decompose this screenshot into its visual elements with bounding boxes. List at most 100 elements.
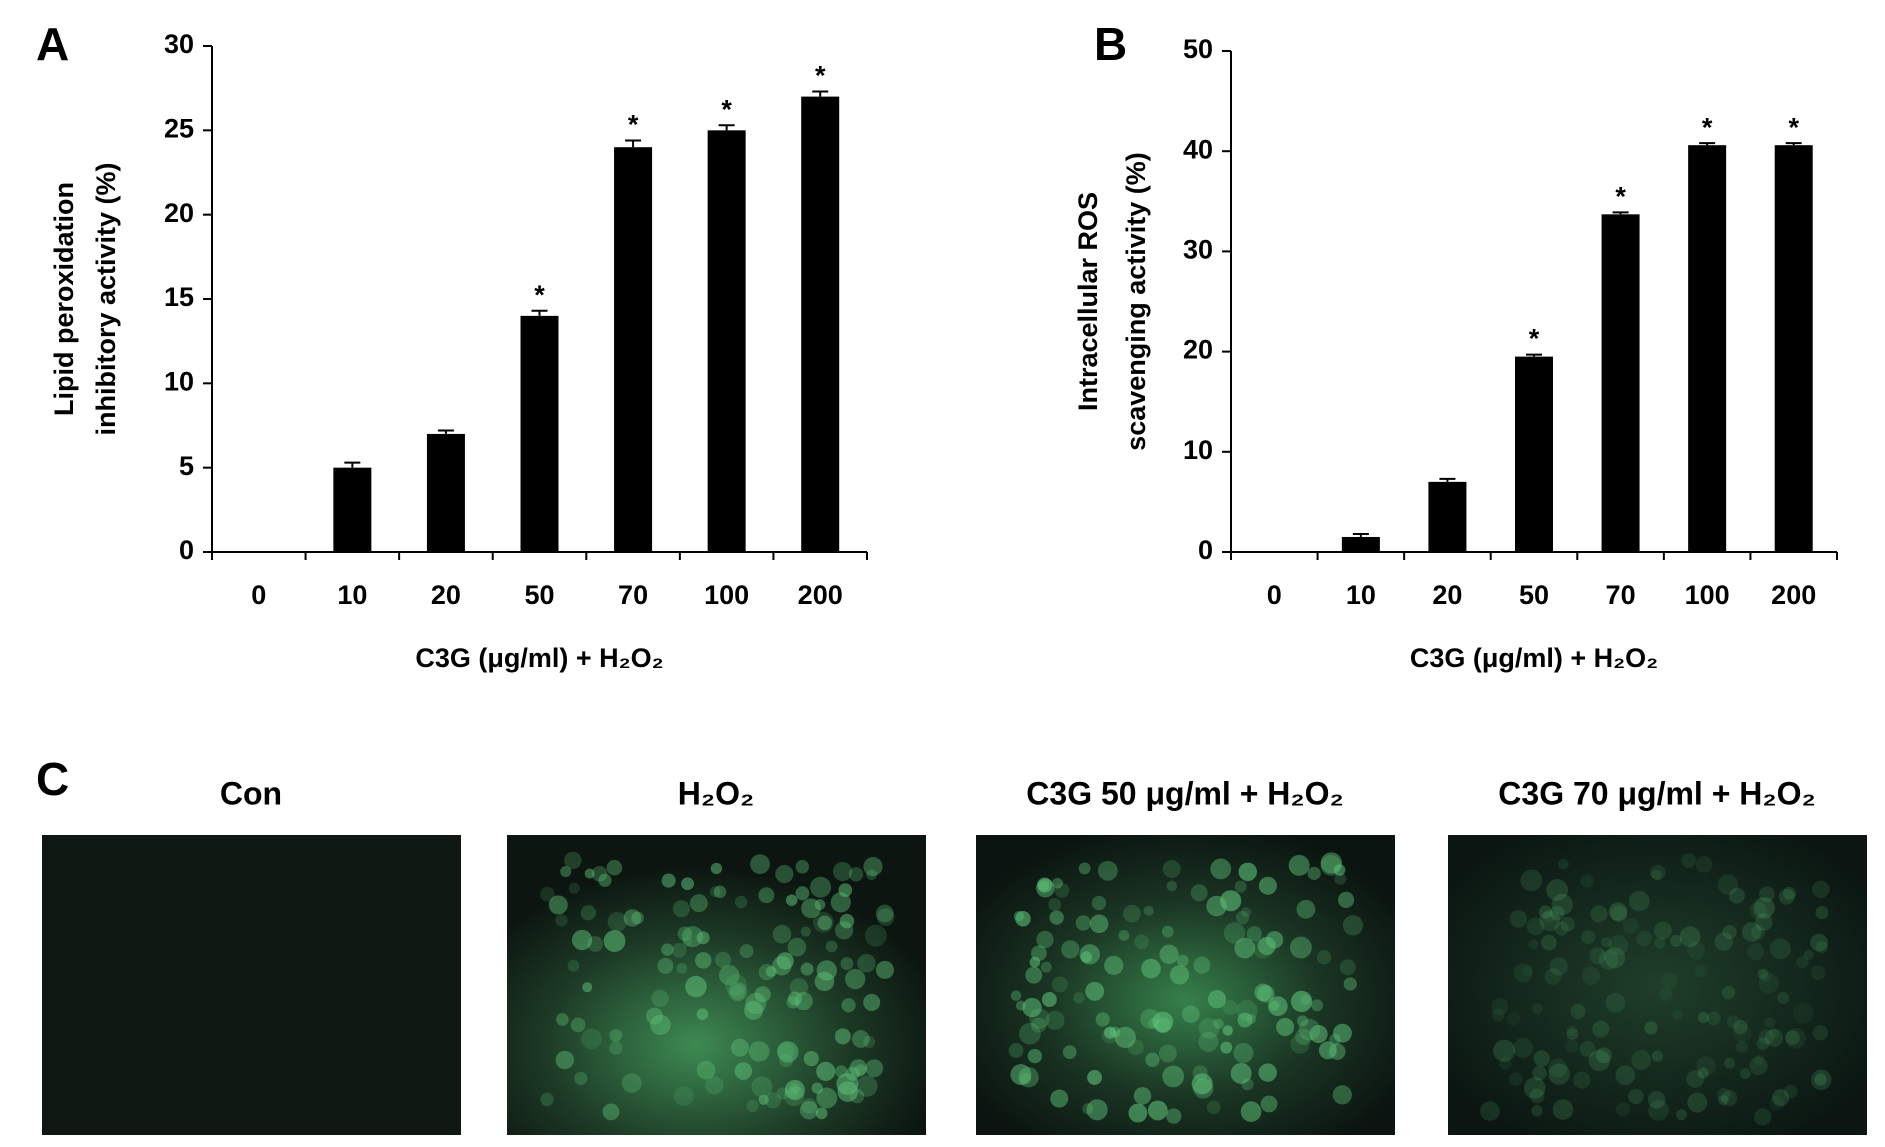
cell [646, 1007, 663, 1025]
cell [1749, 902, 1767, 920]
cell [1721, 1090, 1738, 1107]
cell [1103, 1026, 1117, 1039]
cell [1031, 1017, 1047, 1033]
cell [581, 1028, 602, 1050]
cell [1549, 905, 1565, 921]
y-tick-label: 20 [164, 198, 194, 228]
error-bar [531, 309, 548, 316]
cell [787, 937, 807, 957]
cell [1590, 905, 1608, 923]
cell [1513, 1038, 1533, 1058]
cell [1268, 996, 1288, 1017]
cell [555, 914, 568, 927]
cell [1082, 1103, 1094, 1115]
cell [1499, 1057, 1512, 1070]
cell [1049, 910, 1064, 925]
cell [1062, 1045, 1077, 1060]
cell [1193, 956, 1211, 974]
cell [584, 868, 595, 879]
cell [748, 1041, 770, 1062]
cell [1316, 950, 1332, 965]
cell [795, 886, 810, 901]
cell [1531, 1003, 1543, 1015]
cell [1604, 947, 1626, 969]
cell [1768, 1028, 1779, 1039]
cell [1258, 1063, 1277, 1082]
cell [1754, 896, 1776, 918]
cell [1661, 972, 1679, 990]
cell [1741, 922, 1762, 942]
cell [1718, 1095, 1729, 1106]
panel-label: B [1094, 18, 1127, 70]
cell [1649, 864, 1666, 881]
cell [1785, 1028, 1806, 1049]
cell [1198, 1018, 1220, 1039]
cell [1751, 925, 1766, 940]
cell [1592, 1020, 1610, 1038]
cell [1812, 1025, 1829, 1041]
cell [1541, 934, 1557, 951]
cell [1008, 1043, 1024, 1058]
y-tick-label: 10 [1183, 435, 1213, 465]
cell [1764, 1028, 1784, 1047]
cell [1045, 1010, 1065, 1030]
cell [1549, 957, 1568, 976]
cell [1679, 926, 1701, 948]
cell [730, 1038, 749, 1057]
cell [548, 895, 568, 915]
cell [856, 1075, 878, 1097]
bar [1601, 214, 1640, 553]
cell [696, 1008, 709, 1020]
cell [1687, 941, 1706, 960]
cell [1506, 1012, 1521, 1026]
cell [1128, 1103, 1148, 1123]
cell [811, 1082, 823, 1094]
cell [1681, 853, 1697, 868]
cell [1333, 864, 1346, 876]
cell [1729, 887, 1745, 904]
cell [568, 882, 580, 894]
significance-mark: * [1529, 324, 1540, 354]
error-bar [344, 461, 361, 468]
cell [1230, 1062, 1252, 1084]
cell [801, 1098, 818, 1114]
cell [795, 859, 810, 874]
cell [835, 1065, 848, 1078]
cell [1480, 1101, 1500, 1121]
cell [728, 982, 748, 1002]
cell [661, 873, 676, 888]
y-tick-label: 10 [164, 366, 194, 396]
cell [1054, 883, 1070, 898]
cell [609, 1029, 623, 1042]
cell [849, 1059, 868, 1077]
cell [1815, 941, 1828, 954]
cell [776, 1087, 789, 1100]
cell [816, 960, 838, 981]
cell [1698, 1012, 1710, 1024]
cell [1636, 930, 1652, 947]
cell [1686, 1070, 1705, 1088]
cell [739, 944, 754, 959]
cell [857, 953, 876, 973]
cell [1258, 876, 1277, 895]
cell [1207, 990, 1227, 1009]
cell [1769, 1095, 1785, 1111]
cell [1526, 917, 1545, 936]
cell [1222, 1025, 1233, 1036]
bar [333, 467, 372, 552]
cell [1676, 1109, 1687, 1121]
cell [751, 1076, 773, 1098]
bar [614, 147, 653, 552]
cell [556, 1013, 569, 1026]
error-bar [437, 429, 454, 434]
cell [1605, 993, 1626, 1013]
error-bar [812, 90, 829, 97]
cell [713, 885, 727, 899]
x-tick-label: 20 [431, 580, 461, 610]
cell [1628, 1088, 1644, 1105]
cell [564, 851, 582, 870]
y-tick-label: 50 [1183, 34, 1213, 64]
cell [540, 886, 555, 902]
cell [677, 926, 693, 941]
cell [607, 912, 628, 932]
